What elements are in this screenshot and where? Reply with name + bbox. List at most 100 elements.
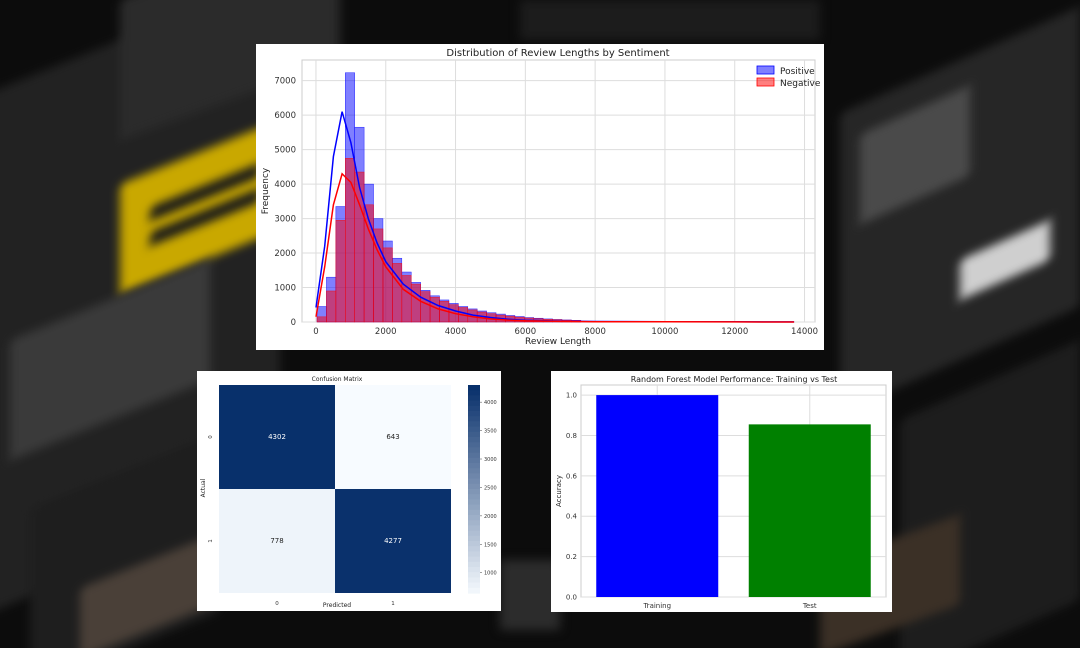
colorbar-tick-label: 1000: [484, 571, 497, 577]
colorbar-segment: [468, 489, 480, 495]
heatmap-value: 643: [386, 433, 399, 441]
colorbar-segment: [468, 468, 480, 474]
y-tick-label: 4000: [274, 180, 296, 190]
colorbar-segment: [468, 499, 480, 505]
colorbar-segment: [468, 447, 480, 453]
performance-panel: 0.0 0.2 0.4 0.6 0.8 1.0 Training Test Random Fo…: [551, 371, 892, 612]
x-tick-label: 4000: [445, 327, 467, 337]
x-axis-label: Review Length: [525, 337, 591, 347]
bar-test: [749, 424, 871, 597]
chart-title: Distribution of Review Lengths by Sentim…: [446, 48, 669, 59]
y-tick-label: 3000: [274, 215, 296, 225]
colorbar-segment: [468, 453, 480, 459]
x-tick-label: Training: [642, 602, 671, 610]
colorbar-segment: [468, 385, 480, 391]
histogram-chart: 0 2000 4000 6000 8000 10000 12000 14000 0 1000 200…: [256, 44, 824, 350]
x-tick-label: 1: [391, 601, 395, 607]
colorbar-tick-label: 3500: [484, 429, 497, 435]
colorbar-segment: [468, 463, 480, 469]
colorbar-segment: [468, 577, 480, 583]
legend-swatch-negative: [757, 78, 774, 86]
colorbar-segment: [468, 458, 480, 464]
x-tick-label: 6000: [515, 327, 537, 337]
y-tick-label: 0.8: [566, 432, 577, 440]
colorbar-tick-label: 1500: [484, 542, 497, 548]
colorbar-segment: [468, 421, 480, 427]
heatmap-value: 4277: [384, 537, 402, 545]
x-tick-label: 12000: [721, 327, 748, 337]
x-tick-label: 2000: [375, 327, 397, 337]
y-tick-label: 1000: [274, 284, 296, 294]
colorbar-segment: [468, 557, 480, 563]
colorbar-segment: [468, 390, 480, 396]
x-tick-label: 10000: [651, 327, 678, 337]
colorbar-segment: [468, 484, 480, 490]
histogram-bar-negative: [421, 292, 430, 322]
colorbar-segment: [468, 536, 480, 542]
y-axis-label: Actual: [200, 478, 207, 497]
colorbar-segment: [468, 437, 480, 443]
colorbar-segment: [468, 562, 480, 568]
colorbar-tick-label: 4000: [484, 400, 497, 406]
histogram-bar-negative: [345, 158, 354, 322]
legend-label-positive: Positive: [780, 67, 815, 77]
y-tick-label: 0: [208, 435, 214, 439]
y-axis-label: Frequency: [261, 167, 271, 214]
y-tick-label: 1.0: [566, 392, 577, 400]
y-tick-label: 1: [208, 539, 214, 543]
colorbar-segment: [468, 406, 480, 412]
x-tick-label: Test: [802, 602, 817, 610]
colorbar-segment: [468, 551, 480, 557]
x-tick-label: 0: [313, 327, 318, 337]
legend-swatch-positive: [757, 66, 774, 74]
histogram-bar-negative: [317, 317, 326, 322]
x-tick-label: 14000: [791, 327, 818, 337]
y-tick-label: 0.2: [566, 553, 577, 561]
confusion-matrix-panel: 4302 643 778 4277 0 1 0 1 1000 1500 2000 2500 3000 3…: [197, 371, 501, 611]
y-tick-label: 5000: [274, 146, 296, 156]
x-tick-label: 0: [275, 601, 279, 607]
colorbar-segment: [468, 411, 480, 417]
colorbar-segment: [468, 567, 480, 573]
histogram-bar-negative: [336, 220, 345, 322]
x-tick-label: 8000: [584, 327, 606, 337]
colorbar-segment: [468, 442, 480, 448]
colorbar-tick-label: 3000: [484, 457, 497, 463]
y-tick-label: 2000: [274, 249, 296, 259]
colorbar-segment: [468, 432, 480, 438]
colorbar-segment: [468, 583, 480, 589]
colorbar-segment: [468, 494, 480, 500]
colorbar-segment: [468, 401, 480, 407]
performance-chart: 0.0 0.2 0.4 0.6 0.8 1.0 Training Test Random Fo…: [551, 371, 892, 612]
colorbar-segment: [468, 395, 480, 401]
chart-title: Confusion Matrix: [312, 376, 363, 383]
colorbar-segment: [468, 479, 480, 485]
colorbar-segment: [468, 546, 480, 552]
colorbar-segment: [468, 541, 480, 547]
colorbar-segment: [468, 505, 480, 511]
colorbar-segment: [468, 572, 480, 578]
colorbar-segment: [468, 531, 480, 537]
colorbar-tick-label: 2500: [484, 485, 497, 491]
heatmap-value: 778: [270, 537, 283, 545]
histogram-bar-negative: [402, 275, 411, 322]
histogram-panel: 0 2000 4000 6000 8000 10000 12000 14000 0 1000 200…: [256, 44, 824, 350]
y-tick-label: 0.6: [566, 472, 578, 480]
colorbar-segment: [468, 525, 480, 531]
y-tick-label: 0.4: [566, 513, 578, 521]
colorbar-segment: [468, 588, 480, 594]
colorbar-segment: [468, 510, 480, 516]
colorbar-segment: [468, 473, 480, 479]
colorbar-segment: [468, 520, 480, 526]
y-tick-label: 6000: [274, 111, 296, 121]
histogram-bar-negative: [326, 291, 335, 322]
histogram-bar-negative: [411, 284, 420, 322]
legend-label-negative: Negative: [780, 79, 821, 89]
colorbar-tick-label: 2000: [484, 514, 497, 520]
x-axis-label: Predicted: [323, 602, 351, 609]
colorbar-segment: [468, 416, 480, 422]
y-axis-label: Accuracy: [555, 475, 563, 507]
y-tick-label: 0: [291, 318, 296, 328]
colorbar-segment: [468, 427, 480, 433]
colorbar-segment: [468, 515, 480, 521]
